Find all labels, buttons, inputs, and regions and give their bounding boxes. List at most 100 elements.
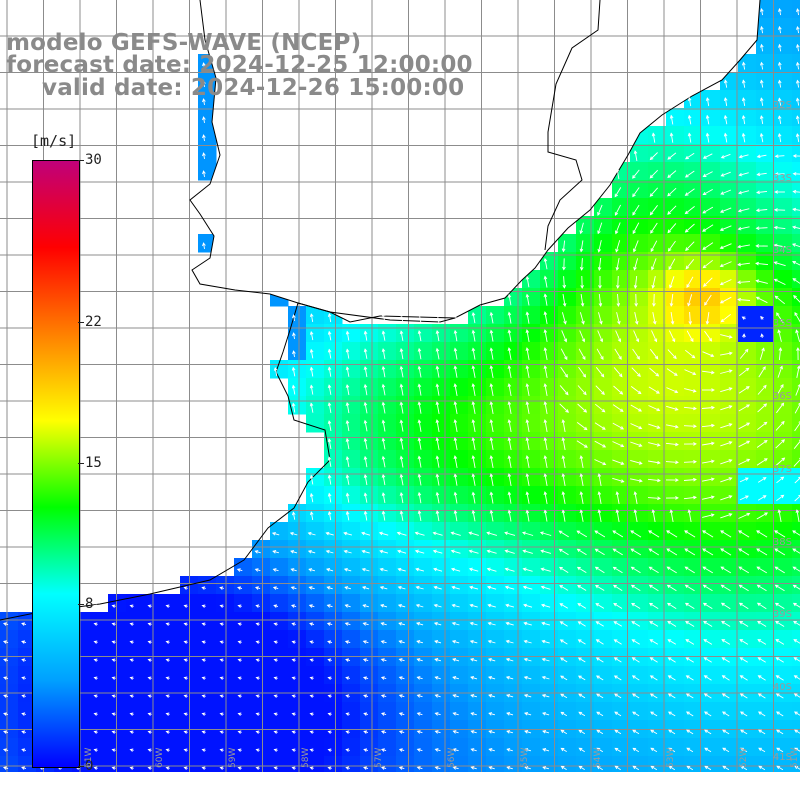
wind-arrow bbox=[741, 97, 746, 106]
wind-speed-cell bbox=[378, 396, 397, 415]
wind-speed-cell bbox=[468, 576, 487, 595]
wind-speed-cell bbox=[270, 612, 289, 631]
wind-arrow bbox=[668, 330, 676, 343]
wind-arrow bbox=[381, 348, 386, 359]
wind-speed-cell bbox=[738, 126, 757, 145]
wind-arrow bbox=[343, 549, 352, 554]
wind-arrow bbox=[720, 584, 731, 592]
wind-speed-cell bbox=[666, 486, 685, 505]
wind-arrow bbox=[685, 711, 694, 717]
wind-arrow bbox=[651, 509, 656, 522]
wind-arrow bbox=[720, 602, 731, 610]
wind-speed-cell bbox=[378, 576, 397, 595]
wind-speed-cell bbox=[702, 432, 721, 451]
wind-speed-cell bbox=[720, 630, 739, 649]
wind-arrow bbox=[489, 383, 494, 396]
wind-speed-cell bbox=[630, 738, 649, 757]
wind-arrow bbox=[327, 676, 332, 680]
wind-speed-cell bbox=[252, 738, 271, 757]
wind-arrow bbox=[470, 657, 478, 662]
wind-speed-cell bbox=[738, 576, 757, 595]
wind-arrow bbox=[541, 621, 551, 626]
wind-arrow bbox=[469, 585, 479, 590]
wind-arrow bbox=[289, 531, 298, 536]
wind-speed-cell bbox=[684, 540, 703, 559]
longitude-label: 53W bbox=[666, 747, 676, 768]
wind-arrow bbox=[417, 401, 422, 414]
wind-speed-cell bbox=[720, 666, 739, 685]
wind-speed-cell bbox=[126, 630, 145, 649]
wind-arrow bbox=[670, 312, 675, 325]
wind-arrow bbox=[756, 172, 767, 177]
wind-speed-cell bbox=[792, 198, 800, 217]
wind-speed-cell bbox=[468, 432, 487, 451]
wind-arrow bbox=[630, 566, 641, 574]
wind-speed-cell bbox=[756, 198, 775, 217]
wind-speed-cell bbox=[720, 612, 739, 631]
wind-speed-cell bbox=[774, 270, 793, 289]
wind-arrow bbox=[219, 730, 224, 734]
wind-speed-cell bbox=[738, 522, 757, 541]
wind-arrow bbox=[755, 261, 769, 266]
wind-arrow bbox=[774, 530, 786, 538]
wind-arrow bbox=[471, 365, 476, 378]
wind-arrow bbox=[327, 438, 332, 449]
wind-arrow bbox=[345, 348, 350, 359]
wind-speed-cell bbox=[288, 504, 307, 523]
wind-arrow bbox=[741, 114, 746, 125]
wind-arrow bbox=[236, 568, 243, 572]
wind-speed-cell bbox=[720, 648, 739, 667]
wind-arrow bbox=[687, 509, 692, 522]
wind-speed-cell bbox=[792, 414, 800, 433]
wind-arrow bbox=[290, 568, 297, 572]
wind-arrow bbox=[237, 766, 242, 770]
wind-arrow bbox=[237, 604, 242, 608]
wind-speed-cell bbox=[774, 180, 793, 199]
wind-speed-cell bbox=[378, 630, 397, 649]
wind-speed-cell bbox=[576, 468, 595, 487]
wind-speed-cell bbox=[702, 756, 721, 772]
wind-arrow bbox=[578, 765, 585, 770]
wind-arrow bbox=[488, 766, 495, 770]
wind-arrow bbox=[165, 766, 170, 770]
wind-arrow bbox=[577, 403, 588, 413]
wind-arrow bbox=[721, 675, 730, 681]
wind-speed-cell bbox=[288, 324, 307, 343]
wind-speed-cell bbox=[630, 468, 649, 487]
wind-speed-cell bbox=[198, 90, 217, 109]
longitude-label: 58W bbox=[301, 747, 311, 768]
wind-arrow bbox=[687, 294, 693, 307]
wind-arrow bbox=[705, 97, 710, 107]
wind-speed-cell bbox=[504, 396, 523, 415]
wind-speed-cell bbox=[486, 414, 505, 433]
wind-arrow bbox=[649, 621, 659, 627]
wind-arrow bbox=[434, 676, 441, 680]
wind-speed-cell bbox=[630, 342, 649, 361]
wind-speed-cell bbox=[756, 738, 775, 757]
wind-speed-cell bbox=[630, 522, 649, 541]
wind-speed-cell bbox=[288, 594, 307, 613]
wind-speed-cell bbox=[162, 612, 181, 631]
wind-speed-cell bbox=[756, 90, 775, 109]
wind-arrow bbox=[433, 603, 442, 608]
wind-arrow bbox=[756, 530, 768, 538]
wind-arrow bbox=[578, 711, 586, 717]
wind-speed-cell bbox=[432, 648, 451, 667]
wind-speed-cell bbox=[504, 576, 523, 595]
wind-speed-cell bbox=[162, 666, 181, 685]
wind-arrow bbox=[723, 132, 728, 143]
wind-arrow bbox=[381, 330, 386, 341]
wind-arrow bbox=[740, 747, 748, 753]
wind-arrow bbox=[219, 586, 225, 590]
wind-arrow bbox=[93, 676, 98, 680]
wind-arrow bbox=[687, 114, 692, 125]
wind-arrow bbox=[685, 241, 695, 251]
wind-arrow bbox=[686, 330, 694, 343]
wind-arrow bbox=[738, 458, 751, 466]
wind-arrow bbox=[309, 313, 314, 322]
wind-arrow bbox=[3, 766, 9, 770]
wind-arrow bbox=[559, 639, 568, 645]
wind-arrow bbox=[561, 240, 566, 253]
wind-speed-cell bbox=[378, 450, 397, 469]
wind-speed-cell bbox=[432, 594, 451, 613]
